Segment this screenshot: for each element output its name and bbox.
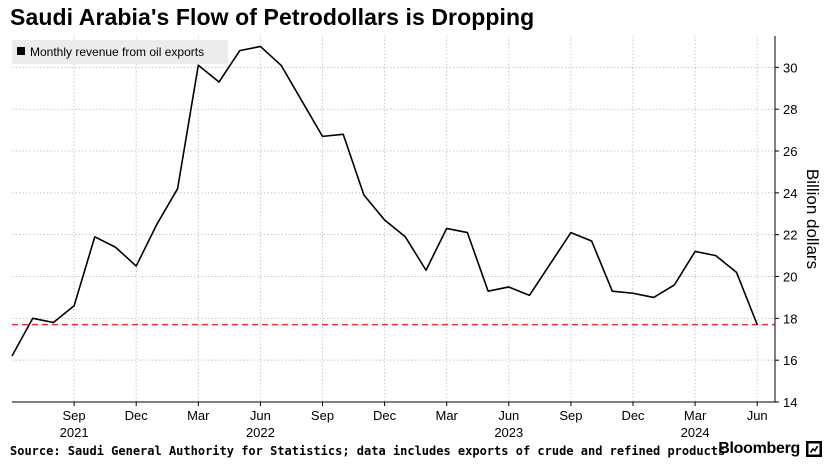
data-point: [694, 250, 696, 252]
data-point: [218, 81, 220, 83]
y-tick-label: 28: [783, 102, 797, 117]
data-point: [301, 100, 303, 102]
y-axis-title: Billion dollars: [803, 169, 822, 269]
data-point: [590, 240, 592, 242]
x-tick-label: Jun: [498, 408, 519, 423]
data-point: [114, 246, 116, 248]
y-tick-label: 18: [783, 311, 797, 326]
data-point: [156, 223, 158, 225]
data-point: [73, 305, 75, 307]
x-tick-label: Sep: [63, 408, 86, 423]
source-note: Source: Saudi General Authority for Stat…: [10, 444, 726, 458]
x-tick-label: Mar: [187, 408, 210, 423]
y-tick-label: 30: [783, 60, 797, 75]
y-tick-label: 14: [783, 395, 797, 410]
x-year-label: 2022: [246, 425, 275, 440]
data-point: [673, 284, 675, 286]
data-point: [383, 219, 385, 221]
data-point: [404, 236, 406, 238]
data-point: [363, 194, 365, 196]
data-point: [632, 292, 634, 294]
data-point: [11, 355, 13, 357]
data-point: [466, 231, 468, 233]
data-point: [135, 265, 137, 267]
data-point: [549, 263, 551, 265]
data-point: [342, 133, 344, 135]
y-tick-label: 16: [783, 353, 797, 368]
data-point: [197, 64, 199, 66]
data-point: [756, 323, 758, 325]
y-tick-label: 26: [783, 144, 797, 159]
data-point: [508, 286, 510, 288]
y-tick-label: 22: [783, 228, 797, 243]
data-point: [570, 231, 572, 233]
legend-label: Monthly revenue from oil exports: [30, 45, 204, 59]
x-tick-label: Mar: [684, 408, 707, 423]
x-tick-label: Jun: [747, 408, 768, 423]
x-year-label: 2021: [60, 425, 89, 440]
data-point: [52, 321, 54, 323]
data-point: [321, 135, 323, 137]
x-tick-label: Sep: [311, 408, 334, 423]
x-year-label: 2024: [681, 425, 710, 440]
chart-title: Saudi Arabia's Flow of Petrodollars is D…: [10, 4, 535, 30]
brand-logo-text: Bloomberg: [718, 440, 800, 457]
x-tick-label: Dec: [125, 408, 149, 423]
data-point: [715, 254, 717, 256]
x-tick-label: Dec: [373, 408, 397, 423]
data-point: [425, 269, 427, 271]
x-tick-label: Jun: [250, 408, 271, 423]
data-point: [611, 290, 613, 292]
x-tick-label: Mar: [436, 408, 459, 423]
legend-marker: [17, 47, 25, 55]
series-layer: [11, 45, 758, 357]
data-point: [32, 317, 34, 319]
legend: Monthly revenue from oil exports: [12, 40, 228, 64]
y-tick-label: 24: [783, 186, 797, 201]
data-point: [239, 49, 241, 51]
data-point: [280, 64, 282, 66]
data-point: [94, 236, 96, 238]
grid: [12, 36, 775, 403]
data-point: [487, 290, 489, 292]
data-point: [528, 294, 530, 296]
series-line: [11, 45, 758, 357]
data-point: [735, 271, 737, 273]
data-point: [176, 187, 178, 189]
x-tick-label: Dec: [621, 408, 645, 423]
data-point: [653, 296, 655, 298]
legend-background: [12, 40, 228, 64]
x-year-label: 2023: [494, 425, 523, 440]
data-point: [446, 227, 448, 229]
bloomberg-logo-icon: [806, 441, 822, 457]
data-point: [259, 45, 261, 47]
x-tick-label: Sep: [559, 408, 582, 423]
y-tick-label: 20: [783, 270, 797, 285]
